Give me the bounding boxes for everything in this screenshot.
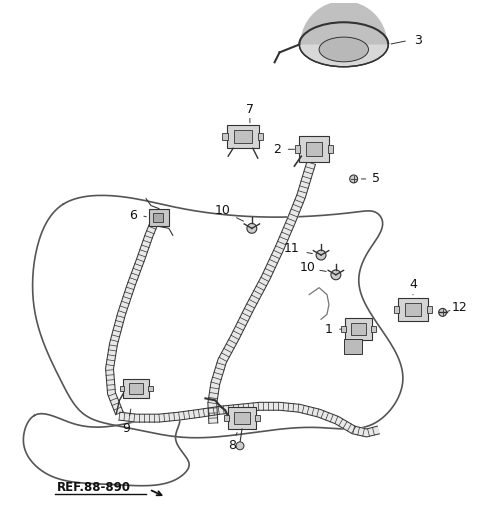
Bar xyxy=(328,146,333,153)
Bar xyxy=(129,383,144,394)
FancyBboxPatch shape xyxy=(345,318,372,340)
Text: 3: 3 xyxy=(414,34,422,47)
Bar xyxy=(148,385,153,392)
Polygon shape xyxy=(119,402,356,434)
Bar xyxy=(234,412,250,424)
Bar xyxy=(295,146,300,153)
Ellipse shape xyxy=(319,37,369,62)
FancyBboxPatch shape xyxy=(398,297,428,321)
Text: 9: 9 xyxy=(122,422,130,435)
Circle shape xyxy=(236,442,244,450)
Circle shape xyxy=(331,270,341,280)
Circle shape xyxy=(439,308,446,316)
FancyBboxPatch shape xyxy=(228,407,256,429)
Polygon shape xyxy=(208,162,315,423)
Wedge shape xyxy=(300,1,387,45)
Text: 8: 8 xyxy=(228,439,236,452)
Bar xyxy=(306,142,322,156)
Bar xyxy=(394,306,399,313)
Bar xyxy=(120,385,124,392)
Bar xyxy=(351,323,366,335)
Text: 6: 6 xyxy=(129,209,137,222)
FancyBboxPatch shape xyxy=(300,136,329,162)
Ellipse shape xyxy=(300,22,388,67)
FancyBboxPatch shape xyxy=(123,379,149,398)
Bar xyxy=(222,133,228,140)
Circle shape xyxy=(350,175,358,183)
Bar xyxy=(341,326,346,333)
Bar xyxy=(234,130,252,143)
Bar xyxy=(224,415,229,422)
Bar xyxy=(344,339,361,354)
Text: 10: 10 xyxy=(299,262,315,275)
Bar xyxy=(372,326,376,333)
Bar xyxy=(258,133,264,140)
Text: 5: 5 xyxy=(372,172,381,185)
Bar xyxy=(153,212,163,222)
Text: 2: 2 xyxy=(274,143,281,156)
Bar xyxy=(149,209,169,226)
Text: 10: 10 xyxy=(214,204,230,217)
Text: 11: 11 xyxy=(284,241,299,255)
Text: 12: 12 xyxy=(452,301,468,314)
Polygon shape xyxy=(353,426,379,437)
Text: 4: 4 xyxy=(409,278,417,291)
Bar xyxy=(427,306,432,313)
Text: REF.88-890: REF.88-890 xyxy=(57,481,131,494)
Circle shape xyxy=(247,223,257,233)
Text: 1: 1 xyxy=(325,323,333,336)
Bar xyxy=(255,415,260,422)
Bar xyxy=(405,303,421,316)
FancyBboxPatch shape xyxy=(227,124,259,148)
Circle shape xyxy=(316,250,326,260)
Text: 7: 7 xyxy=(246,103,254,116)
Polygon shape xyxy=(106,217,160,415)
